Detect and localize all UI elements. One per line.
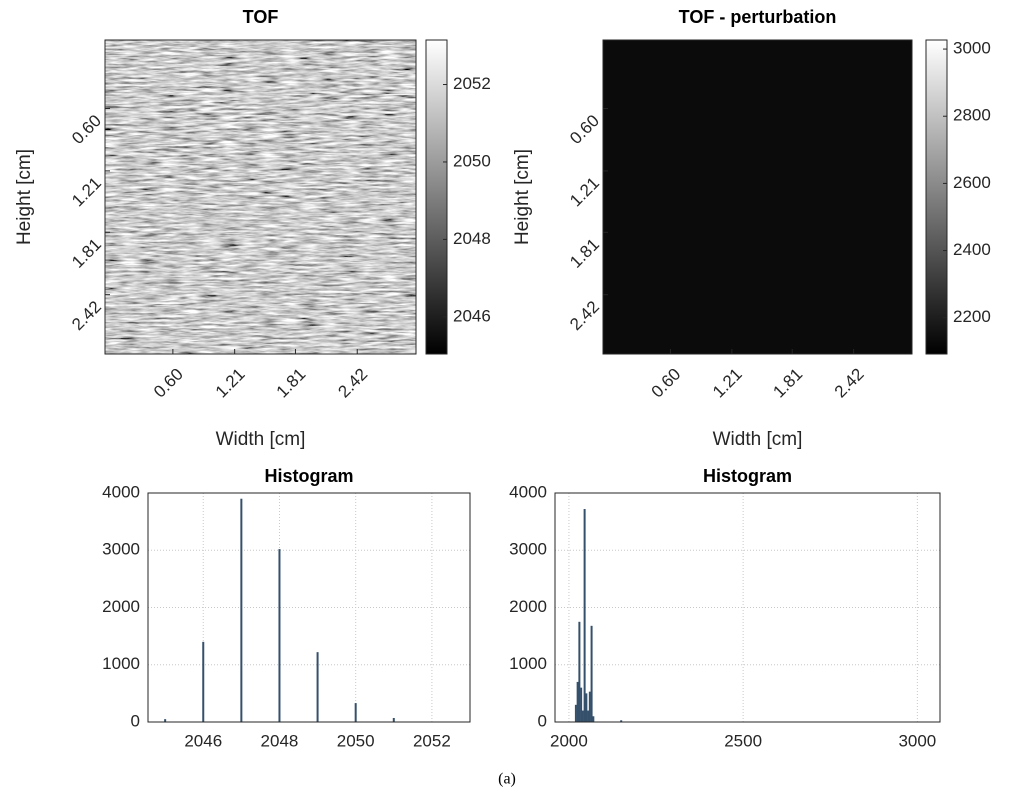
bar (354, 703, 357, 722)
bar (574, 704, 577, 722)
bar (590, 625, 593, 722)
x-tick-label: 2.42 (831, 365, 868, 402)
x-tick-label: 1.21 (709, 365, 746, 402)
bar (592, 716, 595, 722)
x-tick-label: 1.21 (212, 365, 249, 402)
colorbar-tick-label: 2046 (453, 306, 491, 325)
bar (581, 710, 584, 722)
y-axis-label: Height [cm] (14, 149, 35, 245)
x-tick-label: 2500 (724, 731, 762, 750)
y-tick-label: 1.81 (566, 235, 603, 272)
colorbar-tick-label: 2400 (953, 240, 991, 259)
y-tick-label: 0.60 (68, 111, 105, 148)
bar (585, 693, 588, 722)
y-tick-label: 1000 (509, 654, 547, 673)
bar (240, 498, 243, 722)
bar (316, 652, 319, 722)
y-tick-label: 4000 (102, 482, 140, 501)
x-tick-label: 2048 (261, 731, 299, 750)
image-texture (105, 40, 416, 354)
colorbar-tick-label: 2200 (953, 307, 991, 326)
x-tick-label: 2050 (337, 731, 375, 750)
y-tick-label: 4000 (509, 482, 547, 501)
bar (578, 621, 581, 722)
y-tick-label: 3000 (509, 540, 547, 559)
bar (587, 710, 590, 722)
axes-box (147, 492, 471, 723)
x-tick-label: 1.81 (769, 365, 806, 402)
y-tick-label: 1000 (102, 654, 140, 673)
bar (392, 717, 395, 722)
colorbar-tick-label: 2600 (953, 173, 991, 192)
chart-title: Histogram (703, 466, 792, 486)
y-tick-label: 1.21 (68, 173, 105, 210)
bar (202, 641, 205, 722)
colorbar-tick-label: 2800 (953, 106, 991, 125)
bar (588, 691, 591, 722)
colorbar (925, 39, 948, 355)
chart-title: TOF (243, 7, 279, 27)
colorbar-tick-label: 2052 (453, 74, 491, 93)
bar (580, 687, 583, 722)
y-tick-label: 2.42 (68, 297, 105, 334)
x-tick-label: 0.60 (648, 365, 685, 402)
y-tick-label: 0.60 (566, 111, 603, 148)
x-tick-label: 2052 (413, 731, 451, 750)
x-tick-label: 2046 (184, 731, 222, 750)
x-axis-label: Width [cm] (713, 429, 803, 450)
colorbar-tick-label: 3000 (953, 39, 991, 58)
axes-box (554, 492, 941, 723)
bar (164, 719, 167, 722)
bar (583, 509, 586, 722)
colorbar (425, 39, 448, 355)
axes-box (104, 39, 417, 355)
caption: (a) (498, 771, 516, 788)
colorbar-tick-label: 2048 (453, 229, 491, 248)
x-tick-label: 2000 (550, 731, 588, 750)
y-tick-label: 2.42 (566, 297, 603, 334)
chart-title: TOF - perturbation (679, 7, 837, 27)
x-axis-label: Width [cm] (216, 429, 306, 450)
y-tick-label: 1.81 (68, 235, 105, 272)
y-tick-label: 2000 (509, 597, 547, 616)
y-tick-label: 0 (538, 711, 547, 730)
bar (576, 681, 579, 722)
bar (278, 549, 281, 722)
y-tick-label: 0 (131, 711, 140, 730)
y-axis-label: Height [cm] (512, 149, 533, 245)
y-tick-label: 2000 (102, 597, 140, 616)
x-tick-label: 1.81 (273, 365, 310, 402)
x-tick-label: 2.42 (334, 365, 371, 402)
y-tick-label: 1.21 (566, 173, 603, 210)
axes-box (602, 39, 913, 355)
bar (620, 720, 623, 722)
x-tick-label: 0.60 (150, 365, 187, 402)
colorbar-tick-label: 2050 (453, 151, 491, 170)
x-tick-label: 3000 (898, 731, 936, 750)
y-tick-label: 3000 (102, 540, 140, 559)
image-background (603, 40, 912, 354)
chart-title: Histogram (264, 466, 353, 486)
